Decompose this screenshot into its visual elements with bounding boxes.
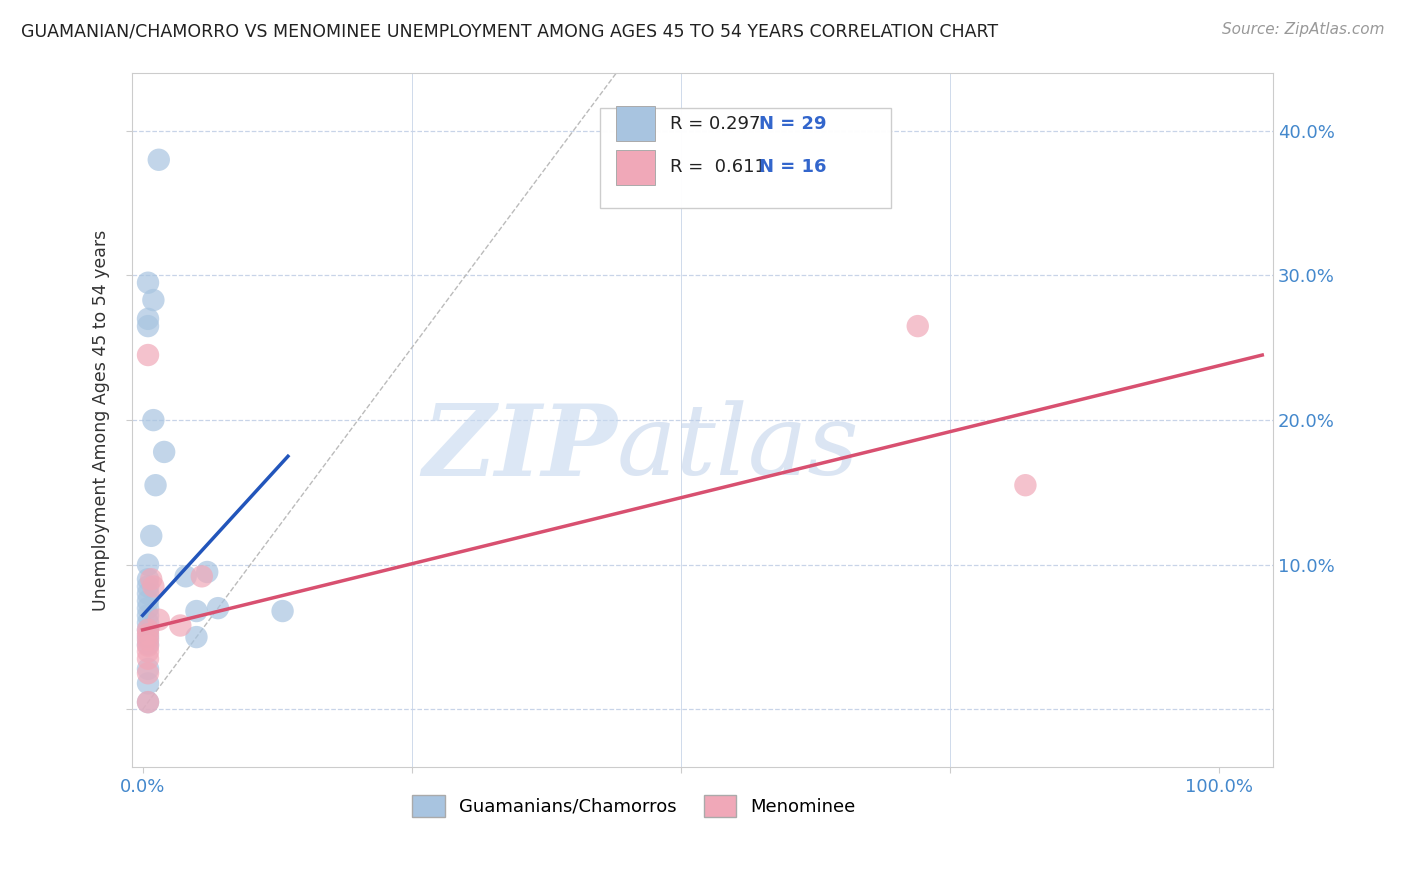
Point	[136, 594, 159, 608]
Point	[136, 348, 159, 362]
Point	[136, 637, 159, 651]
Point	[136, 662, 159, 676]
Point	[136, 572, 159, 586]
Point	[174, 569, 197, 583]
Point	[136, 558, 159, 572]
Point	[136, 276, 159, 290]
Point	[1014, 478, 1036, 492]
Text: GUAMANIAN/CHAMORRO VS MENOMINEE UNEMPLOYMENT AMONG AGES 45 TO 54 YEARS CORRELATI: GUAMANIAN/CHAMORRO VS MENOMINEE UNEMPLOY…	[21, 22, 998, 40]
Point	[136, 623, 159, 637]
Point	[148, 153, 170, 167]
Point	[136, 615, 159, 630]
Point	[186, 630, 208, 644]
Point	[195, 565, 218, 579]
Point	[136, 695, 159, 709]
Text: N = 29: N = 29	[759, 115, 827, 133]
Text: R = 0.297: R = 0.297	[671, 115, 761, 133]
Point	[136, 587, 159, 601]
Point	[142, 413, 165, 427]
Point	[271, 604, 294, 618]
Point	[136, 319, 159, 334]
FancyBboxPatch shape	[616, 150, 655, 185]
Text: N = 16: N = 16	[759, 159, 827, 177]
Point	[148, 613, 170, 627]
Point	[136, 666, 159, 681]
Legend: Guamanians/Chamorros, Menominee: Guamanians/Chamorros, Menominee	[405, 788, 863, 824]
Point	[136, 630, 159, 644]
Point	[169, 618, 191, 632]
Point	[136, 627, 159, 641]
Point	[136, 601, 159, 615]
Point	[207, 601, 229, 615]
Point	[141, 529, 163, 543]
Point	[141, 572, 163, 586]
Text: R =  0.611: R = 0.611	[671, 159, 766, 177]
Point	[136, 608, 159, 623]
Y-axis label: Unemployment Among Ages 45 to 54 years: Unemployment Among Ages 45 to 54 years	[93, 229, 110, 611]
Point	[136, 311, 159, 326]
Point	[142, 579, 165, 593]
Point	[142, 293, 165, 307]
Point	[136, 652, 159, 666]
Point	[191, 569, 214, 583]
Point	[136, 676, 159, 690]
Point	[145, 478, 167, 492]
Point	[186, 604, 208, 618]
Point	[136, 623, 159, 637]
FancyBboxPatch shape	[616, 106, 655, 141]
FancyBboxPatch shape	[600, 108, 891, 209]
Point	[153, 445, 176, 459]
Point	[907, 319, 929, 334]
Point	[136, 639, 159, 653]
Text: ZIP: ZIP	[422, 400, 617, 496]
Point	[136, 632, 159, 647]
Point	[136, 644, 159, 658]
Text: Source: ZipAtlas.com: Source: ZipAtlas.com	[1222, 22, 1385, 37]
Point	[136, 579, 159, 593]
Text: atlas: atlas	[617, 401, 859, 496]
Point	[136, 695, 159, 709]
